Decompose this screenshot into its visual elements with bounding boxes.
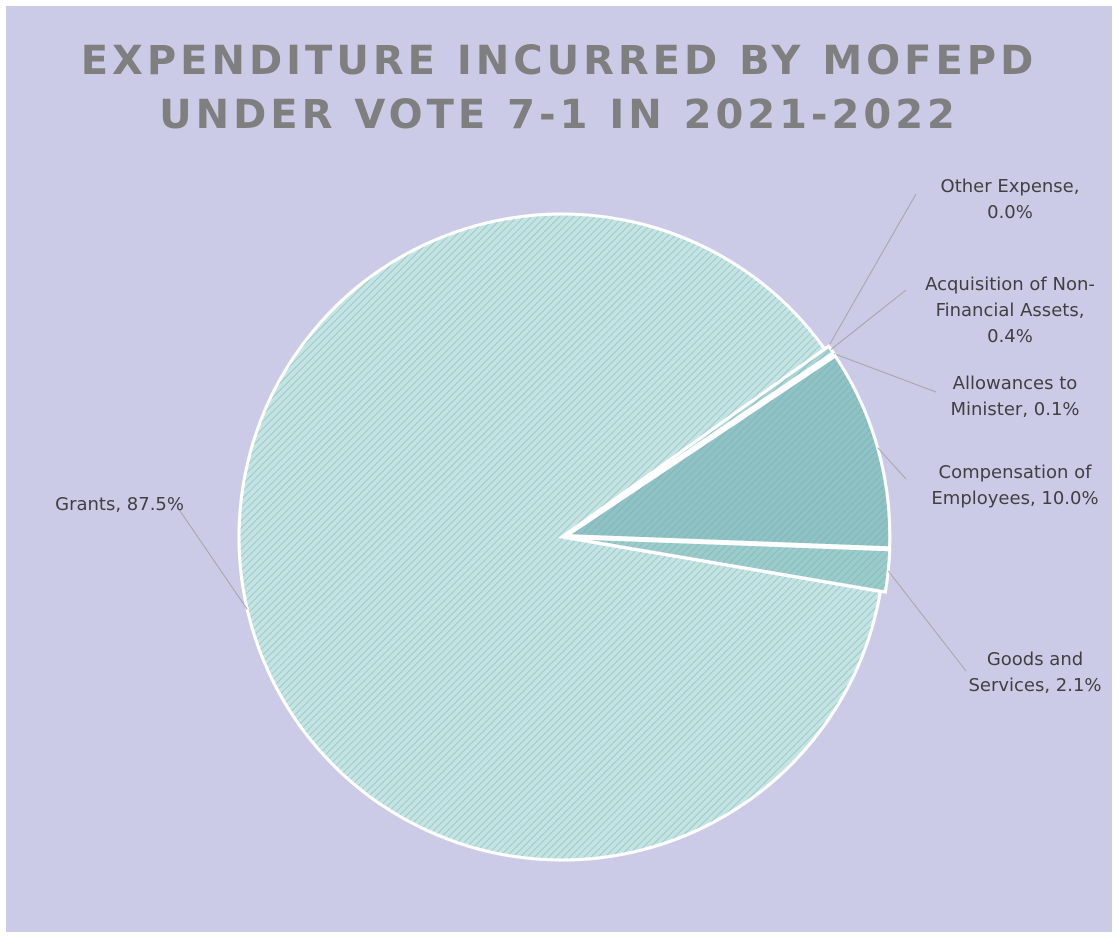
- data-label: Other Expense, 0.0%: [940, 176, 1080, 223]
- leader-line: [177, 507, 248, 610]
- slice-hatch: [565, 350, 837, 536]
- slice: [562, 353, 892, 550]
- slice-hatch: [237, 212, 883, 862]
- data-label: Allowances to Minister, 0.1%: [950, 373, 1080, 420]
- leader-line: [828, 193, 917, 347]
- data-label: Acquisition of Non-Financial Assets, 0.4…: [925, 274, 1095, 347]
- leader-line: [833, 353, 937, 393]
- chart-area: EXPENDITURE INCURRED BY MOFEPD UNDER VOT…: [6, 6, 1112, 932]
- leader-line: [877, 447, 907, 480]
- data-label: Goods and Services, 2.1%: [968, 649, 1102, 696]
- leader-line: [830, 289, 907, 350]
- data-label: Grants, 87.5%: [55, 494, 184, 515]
- slice-hatch: [562, 353, 892, 550]
- data-label: Compensation of Employees, 10.0%: [931, 462, 1099, 509]
- slice: [565, 350, 837, 536]
- chart-title: EXPENDITURE INCURRED BY MOFEPD UNDER VOT…: [80, 38, 1038, 138]
- pie: [177, 193, 967, 862]
- leader-line: [887, 570, 967, 672]
- slice: [237, 212, 883, 862]
